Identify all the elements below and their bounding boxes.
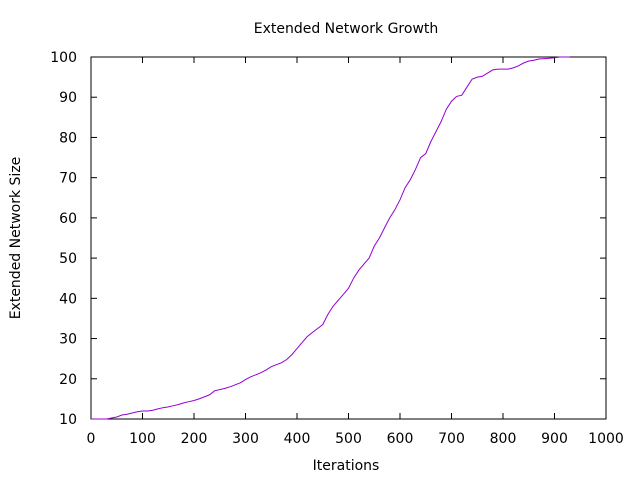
- x-tick-label: 400: [284, 431, 311, 447]
- x-tick-label: 1000: [588, 431, 624, 447]
- x-tick-labels: 0 100 200 300 400 500 600 700 800 900 1000: [87, 431, 624, 447]
- y-axis-title: Extended Network Size: [8, 157, 24, 320]
- axis-ticks: [90, 56, 607, 420]
- x-tick-label: 500: [335, 431, 362, 447]
- y-tick-label: 40: [59, 291, 77, 307]
- x-tick-label: 200: [181, 431, 208, 447]
- y-tick-label: 80: [59, 130, 77, 146]
- y-tick-label: 100: [50, 50, 77, 66]
- y-tick-label: 20: [59, 372, 77, 388]
- x-tick-label: 300: [232, 431, 259, 447]
- x-tick-label: 0: [87, 431, 96, 447]
- plot-frame: [90, 56, 607, 420]
- series-line: [91, 56, 570, 420]
- y-tick-labels: 10 20 30 40 50 60 70 80 90 100: [50, 50, 77, 428]
- y-tick-label: 50: [59, 251, 77, 267]
- x-tick-label: 100: [129, 431, 156, 447]
- y-tick-label: 60: [59, 211, 77, 227]
- y-tick-label: 90: [59, 90, 77, 106]
- y-tick-label: 10: [59, 412, 77, 428]
- y-tick-label: 70: [59, 171, 77, 187]
- x-tick-label: 600: [387, 431, 414, 447]
- x-tick-label: 700: [438, 431, 465, 447]
- x-tick-label: 900: [541, 431, 568, 447]
- x-axis-title: Iterations: [313, 458, 380, 474]
- y-tick-label: 30: [59, 332, 77, 348]
- chart-title: Extended Network Growth: [254, 21, 439, 37]
- x-tick-label: 800: [490, 431, 517, 447]
